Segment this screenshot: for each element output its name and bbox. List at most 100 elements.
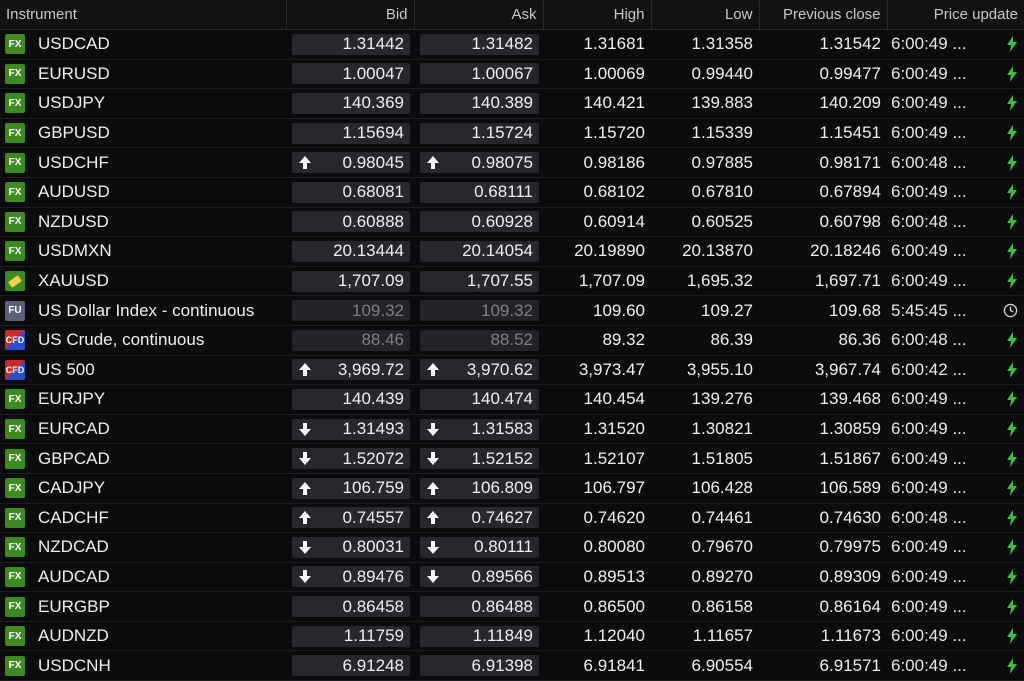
instrument-name[interactable]: USDJPY (38, 93, 106, 113)
bid-price-button[interactable]: 1.15694 (292, 122, 410, 144)
lightning-icon (1007, 184, 1017, 201)
bid-price-button[interactable]: 1.31442 (292, 33, 410, 55)
bid-price-button[interactable]: 0.74557 (292, 507, 410, 529)
table-row[interactable]: FX EURCAD 1.31493 1.31583 1.31520 1.30821 1.30… (0, 414, 1024, 445)
table-row[interactable]: FX AUDNZD 1.11759 1.11849 1.12040 1.11657 1.11… (0, 621, 1024, 652)
ask-price-button[interactable]: 1.15724 (420, 122, 539, 144)
instrument-name[interactable]: USDCHF (38, 152, 109, 172)
ask-price-button[interactable]: 1.00067 (420, 63, 539, 85)
ask-price-button[interactable]: 1.11849 (420, 625, 539, 647)
instrument-name[interactable]: US Dollar Index - continuous (38, 300, 255, 320)
instrument-name[interactable]: NZDUSD (38, 211, 109, 231)
bid-price-button[interactable]: 0.68081 (292, 181, 410, 203)
table-row[interactable]: FX USDCNH 6.91248 6.91398 6.91841 6.90554 6.91… (0, 650, 1024, 681)
ask-price-button[interactable]: 106.809 (420, 477, 539, 499)
instrument-name[interactable]: USDCNH (38, 655, 111, 675)
bid-price-button[interactable]: 0.60888 (292, 211, 410, 233)
instrument-name[interactable]: US Crude, continuous (38, 330, 205, 350)
table-row[interactable]: FX NZDUSD 0.60888 0.60928 0.60914 0.60525 0.60… (0, 207, 1024, 238)
instrument-name[interactable]: NZDCAD (38, 537, 109, 557)
ask-price-button[interactable]: 140.474 (420, 388, 539, 410)
bid-price-button[interactable]: 106.759 (292, 477, 410, 499)
column-header-instrument[interactable]: Instrument (0, 0, 287, 30)
instrument-name[interactable]: USDCAD (38, 34, 110, 54)
ask-price-button[interactable]: 0.60928 (420, 211, 539, 233)
table-row[interactable]: XAUUSD 1,707.09 1,707.55 1,707.09 1,695.32 1,… (0, 266, 1024, 297)
ask-price-button[interactable]: 6.91398 (420, 655, 539, 677)
instrument-name[interactable]: EURCAD (38, 419, 110, 439)
bid-price-button[interactable]: 3,969.72 (292, 359, 410, 381)
bid-price-button[interactable]: 0.86458 (292, 596, 410, 618)
instrument-name[interactable]: GBPUSD (38, 123, 110, 143)
ask-price-button[interactable]: 140.389 (420, 92, 539, 114)
bid-price-button[interactable]: 1.52072 (292, 448, 410, 470)
bid-price-button[interactable]: 109.32 (292, 300, 410, 322)
ask-price-button[interactable]: 0.80111 (420, 536, 539, 558)
instrument-name[interactable]: XAUUSD (38, 271, 109, 291)
low-price: 0.97885 (651, 147, 759, 178)
column-header-ask[interactable]: Ask (414, 0, 544, 30)
column-header-bid[interactable]: Bid (286, 0, 415, 30)
instrument-name[interactable]: CADCHF (38, 507, 109, 527)
instrument-name[interactable]: GBPCAD (38, 448, 110, 468)
table-row[interactable]: FX CADCHF 0.74557 0.74627 0.74620 0.74461 0.74… (0, 503, 1024, 534)
bid-price-button[interactable]: 0.80031 (292, 536, 410, 558)
ask-price-button[interactable]: 0.68111 (420, 181, 539, 203)
ask-price-button[interactable]: 1.52152 (420, 448, 539, 470)
table-row[interactable]: FX EURGBP 0.86458 0.86488 0.86500 0.86158 0.86… (0, 591, 1024, 622)
column-header-low[interactable]: Low (651, 0, 760, 30)
bid-price-button[interactable]: 0.89476 (292, 566, 410, 588)
bid-price-button[interactable]: 6.91248 (292, 655, 410, 677)
bid-price-button[interactable]: 1.00047 (292, 63, 410, 85)
table-row[interactable]: FX EURUSD 1.00047 1.00067 1.00069 0.99440 0.99… (0, 59, 1024, 90)
instrument-name[interactable]: AUDUSD (38, 182, 110, 202)
table-row[interactable]: FU US Dollar Index - continuous 109.32 109.… (0, 295, 1024, 326)
column-header-price-update[interactable]: Price update (887, 0, 1024, 30)
table-row[interactable]: CFD US Crude, continuous 88.46 88.52 89.32 86… (0, 325, 1024, 356)
instrument-name[interactable]: AUDNZD (38, 626, 109, 646)
ask-price-button[interactable]: 1,707.55 (420, 270, 539, 292)
table-row[interactable]: FX USDCAD 1.31442 1.31482 1.31681 1.31358 1.31… (0, 29, 1024, 60)
table-row[interactable]: FX GBPCAD 1.52072 1.52152 1.52107 1.51805 1.51… (0, 443, 1024, 474)
ask-price-button[interactable]: 20.14054 (420, 240, 539, 262)
bid-price-button[interactable]: 88.46 (292, 329, 410, 351)
table-row[interactable]: FX USDMXN 20.13444 20.14054 20.19890 20.13870… (0, 236, 1024, 267)
ask-price-button[interactable]: 3,970.62 (420, 359, 539, 381)
instrument-name[interactable]: EURUSD (38, 63, 110, 83)
ask-price: 0.86488 (471, 596, 533, 616)
table-row[interactable]: FX AUDUSD 0.68081 0.68111 0.68102 0.67810 0.67… (0, 177, 1024, 208)
instrument-name[interactable]: CADJPY (38, 478, 106, 498)
instrument-name[interactable]: EURGBP (38, 596, 110, 616)
price-update-time: 6:00:48 ... (891, 152, 967, 172)
table-row[interactable]: FX USDJPY 140.369 140.389 140.421 139.883 140.… (0, 88, 1024, 119)
ask-price-button[interactable]: 88.52 (420, 329, 539, 351)
table-row[interactable]: FX NZDCAD 0.80031 0.80111 0.80080 0.79670 0.79… (0, 532, 1024, 563)
bid-price-button[interactable]: 140.369 (292, 92, 410, 114)
bid-price-button[interactable]: 1,707.09 (292, 270, 410, 292)
table-row[interactable]: FX CADJPY 106.759 106.809 106.797 106.428 106.… (0, 473, 1024, 504)
instrument-name[interactable]: US 500 (38, 359, 95, 379)
table-row[interactable]: FX USDCHF 0.98045 0.98075 0.98186 0.97885 0.98… (0, 147, 1024, 178)
bid-price-button[interactable]: 1.31493 (292, 418, 410, 440)
table-row[interactable]: FX GBPUSD 1.15694 1.15724 1.15720 1.15339 1.15… (0, 118, 1024, 149)
ask-price-button[interactable]: 109.32 (420, 300, 539, 322)
table-row[interactable]: FX AUDCAD 0.89476 0.89566 0.89513 0.89270 0.89… (0, 562, 1024, 593)
ask-price-button[interactable]: 0.74627 (420, 507, 539, 529)
ask-price-button[interactable]: 0.98075 (420, 152, 539, 174)
ask-price-button[interactable]: 1.31482 (420, 33, 539, 55)
column-header-high[interactable]: High (543, 0, 652, 30)
instrument-name[interactable]: EURJPY (38, 389, 106, 409)
bid-price-button[interactable]: 140.439 (292, 388, 410, 410)
ask-price-button[interactable]: 0.89566 (420, 566, 539, 588)
bid-price-button[interactable]: 1.11759 (292, 625, 410, 647)
high-price: 0.98186 (543, 147, 651, 178)
instrument-name[interactable]: AUDCAD (38, 566, 110, 586)
bid-price-button[interactable]: 20.13444 (292, 240, 410, 262)
ask-price-button[interactable]: 1.31583 (420, 418, 539, 440)
table-row[interactable]: FX EURJPY 140.439 140.474 140.454 139.276 139.… (0, 384, 1024, 415)
column-header-previous-close[interactable]: Previous close (759, 0, 888, 30)
bid-price-button[interactable]: 0.98045 (292, 152, 410, 174)
table-row[interactable]: CFD US 500 3,969.72 3,970.62 3,973.47 3,955.1… (0, 355, 1024, 386)
ask-price-button[interactable]: 0.86488 (420, 596, 539, 618)
instrument-name[interactable]: USDMXN (38, 241, 112, 261)
